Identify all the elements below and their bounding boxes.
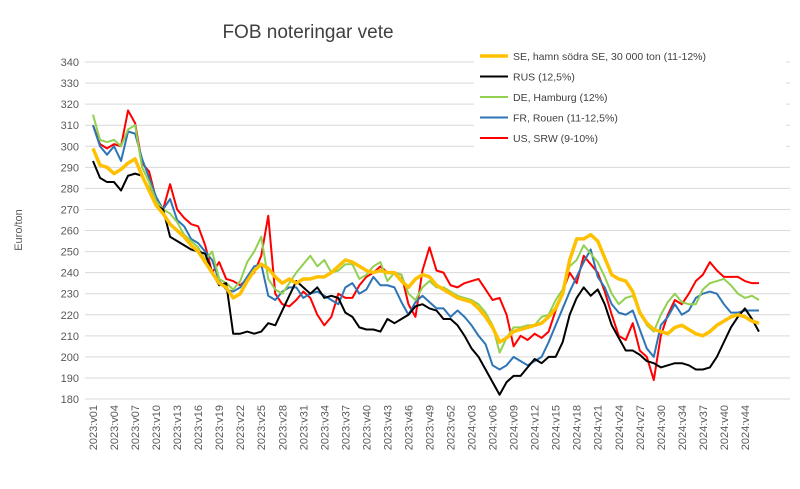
x-tick-label: 2024:v27 xyxy=(635,405,647,450)
y-tick-label: 250 xyxy=(61,247,79,259)
series-line xyxy=(91,147,760,344)
y-tick-label: 210 xyxy=(61,331,79,343)
y-tick-label: 310 xyxy=(61,120,79,132)
x-tick-label: 2023:v13 xyxy=(172,405,184,450)
x-tick-label: 2023:v43 xyxy=(382,405,394,450)
legend: SE, hamn södra SE, 30 000 ton (11-12%) RU… xyxy=(474,44,786,148)
x-tick-label: 2023:v22 xyxy=(235,405,247,450)
y-tick-label: 300 xyxy=(61,141,79,153)
axes: 180 190 200 210 220 230 240 250 260 270 280 290 300 3… xyxy=(61,57,752,450)
x-tick-label: 2023:v19 xyxy=(214,405,226,450)
y-tick-label: 290 xyxy=(61,162,79,174)
x-tick-label: 2023:v31 xyxy=(298,405,310,450)
x-tick-label: 2024:v24 xyxy=(614,405,626,450)
grid xyxy=(85,61,790,400)
y-tick-label: 190 xyxy=(61,373,79,385)
y-tick-label: 230 xyxy=(61,289,79,301)
y-axis-label: Euro/ton xyxy=(13,209,25,251)
x-tick-label: 2023:v52 xyxy=(446,405,458,450)
y-tick-label: 330 xyxy=(61,78,79,90)
series-line xyxy=(92,124,759,371)
legend-text: DE, Hamburg (12%) xyxy=(513,92,608,104)
y-tick-label: 240 xyxy=(61,268,79,280)
y-tick-label: 260 xyxy=(61,226,79,238)
x-tick-label: 2024:v37 xyxy=(698,405,710,450)
y-tick-label: 280 xyxy=(61,183,79,195)
x-tick-label: 2024:v34 xyxy=(677,405,689,450)
x-tick-label: 2023:v28 xyxy=(277,405,289,450)
y-tick-label: 320 xyxy=(61,99,79,111)
y-tick-label: 340 xyxy=(61,57,79,69)
x-tick-label: 2023:v10 xyxy=(151,405,163,450)
x-tick-label: 2023:v37 xyxy=(340,405,352,450)
x-tick-label: 2024:v18 xyxy=(572,405,584,450)
y-tick-label: 220 xyxy=(61,310,79,322)
x-tick-label: 2023:v04 xyxy=(109,405,121,450)
chart-title: FOB noteringar vete xyxy=(222,22,393,43)
x-tick-label: 2024:v21 xyxy=(593,405,605,450)
legend-text: FR, Rouen (11-12,5%) xyxy=(513,113,618,125)
y-tick-label: 200 xyxy=(61,352,79,364)
x-tick-label: 2023:v16 xyxy=(193,405,205,450)
y-tick-label: 180 xyxy=(61,394,79,406)
x-tick-label: 2024:v40 xyxy=(719,405,731,450)
x-tick-label: 2023:v07 xyxy=(130,405,142,450)
legend-text: SE, hamn södra SE, 30 000 ton (11-12%) xyxy=(513,51,706,63)
legend-text: RUS (12,5%) xyxy=(513,72,575,84)
x-tick-label: 2023:v46 xyxy=(403,405,415,450)
series-line xyxy=(92,160,760,396)
x-tick-label: 2023:v25 xyxy=(256,405,268,450)
x-tick-label: 2024:v30 xyxy=(656,405,668,450)
x-tick-label: 2023:v34 xyxy=(319,405,331,450)
legend-box xyxy=(474,44,786,148)
x-tick-label: 2024:v06 xyxy=(488,405,500,450)
x-tick-label: 2024:v03 xyxy=(467,405,479,450)
x-tick-label: 2024:v44 xyxy=(740,405,752,450)
legend-text: US, SRW (9-10%) xyxy=(513,133,598,145)
x-tick-label: 2023:v01 xyxy=(88,405,100,450)
x-tick-label: 2024:v15 xyxy=(551,405,563,450)
x-tick-label: 2024:v12 xyxy=(530,405,542,450)
x-tick-label: 2023:v40 xyxy=(361,405,373,450)
x-tick-label: 2023:v49 xyxy=(424,405,436,450)
lines xyxy=(91,109,760,396)
x-tick-label: 2024:v09 xyxy=(509,405,521,450)
y-tick-label: 270 xyxy=(61,204,79,216)
